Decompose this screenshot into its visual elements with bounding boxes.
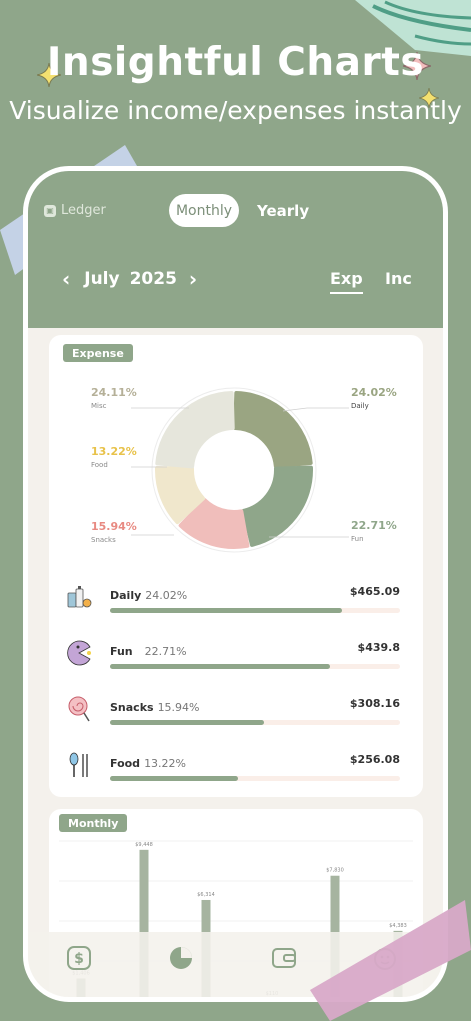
category-percent: 15.94% [157, 701, 200, 714]
grocery-icon [67, 586, 92, 608]
donut-label-food-name: Food [91, 461, 108, 469]
phone-frame: ▣ Ledger Monthly Yearly ‹ July 2025 › Ex… [23, 166, 448, 1002]
bar-data-label: $6,314 [197, 892, 215, 898]
logo-text: Ledger [61, 203, 106, 218]
donut-label-misc-name: Misc [91, 402, 107, 410]
leader-lines [131, 407, 349, 538]
bar-data-label: $9,448 [135, 842, 153, 848]
category-amount: $439.8 [357, 641, 400, 654]
category-name: Daily 24.02% [110, 589, 187, 602]
promo-subtitle: Visualize income/expenses instantly [9, 96, 462, 125]
category-amount: $465.09 [349, 585, 400, 598]
dollar-icon[interactable]: $ [66, 945, 92, 971]
bar[interactable] [139, 849, 149, 1001]
app-header: ▣ Ledger Monthly Yearly ‹ July 2025 › Ex… [28, 171, 443, 328]
svg-text:$: $ [74, 951, 84, 967]
app-logo: ▣ Ledger [44, 203, 106, 218]
promo-title: Insightful Charts [46, 40, 425, 85]
sparkle-icon [37, 63, 61, 87]
ledger-logo-icon: ▣ [44, 204, 56, 217]
donut-slice-daily[interactable] [233, 391, 313, 469]
tape-decoration [355, 0, 471, 56]
category-percent: 13.22% [144, 757, 187, 770]
donut-slice-food[interactable] [155, 466, 206, 525]
category-amount: $308.16 [349, 697, 400, 710]
donut-label-fun-percent: 22.71% [351, 519, 397, 532]
donut-label-daily-name: Daily [351, 402, 369, 410]
month-label: July [84, 269, 120, 289]
category-name: Snacks 15.94% [110, 701, 200, 714]
sparkle-icon [419, 88, 439, 108]
category-percent: 24.02% [145, 589, 188, 602]
category-row-fun[interactable]: Fun 22.71% $439.8 [65, 635, 405, 681]
progress-track [110, 776, 400, 781]
period-yearly-button[interactable]: Yearly [257, 201, 310, 220]
pacman-icon [67, 640, 91, 666]
category-row-food[interactable]: Food 13.22% $256.08 [65, 747, 405, 793]
sparkle-icon [403, 52, 431, 80]
utensils-icon [69, 752, 88, 777]
donut-label-snacks-name: Snacks [91, 536, 116, 544]
category-label: Daily [110, 589, 142, 602]
donut-label-fun-name: Fun [351, 535, 364, 543]
chevron-right-icon[interactable]: › [188, 267, 198, 291]
progress-fill [110, 776, 238, 781]
progress-fill [110, 664, 330, 669]
expense-card: Expense 24.11% Misc 13.22% Food 15.94% S… [49, 335, 423, 797]
wallet-icon[interactable] [271, 945, 297, 971]
category-row-snacks[interactable]: Snacks 15.94% $308.16 [65, 691, 405, 737]
period-monthly-button[interactable]: Monthly [169, 194, 239, 227]
expense-tag: Expense [63, 344, 133, 362]
tape-decoration [310, 900, 471, 1021]
progress-track [110, 664, 400, 669]
progress-track [110, 608, 400, 613]
bar-data-label: $7,830 [326, 868, 344, 874]
category-label: Food [110, 757, 141, 770]
donut-slice-fun[interactable] [241, 465, 313, 547]
category-name: Food 13.22% [110, 757, 186, 770]
donut-slice-snacks[interactable] [178, 498, 250, 549]
category-amount: $256.08 [349, 753, 400, 766]
progress-fill [110, 608, 343, 613]
monthly-tag: Monthly [59, 814, 128, 832]
category-label: Snacks [110, 701, 154, 714]
progress-track [110, 720, 400, 725]
bar[interactable] [268, 999, 277, 1001]
donut-label-food-percent: 13.22% [91, 445, 137, 458]
month-navigator: ‹ July 2025 › [56, 267, 203, 291]
category-name: Fun 22.71% [110, 645, 187, 658]
donut-slice-misc[interactable] [155, 391, 235, 469]
pie-chart-icon[interactable] [168, 945, 194, 971]
year-label: 2025 [129, 269, 177, 289]
tab-expense[interactable]: Exp [330, 269, 363, 294]
category-label: Fun [110, 645, 133, 658]
chevron-left-icon[interactable]: ‹ [62, 267, 71, 291]
progress-fill [110, 720, 265, 725]
category-percent: 22.71% [144, 645, 187, 658]
category-row-daily[interactable]: Daily 24.02% $465.09 [65, 579, 405, 625]
lollipop-icon [68, 696, 90, 722]
tab-income[interactable]: Inc [385, 269, 412, 288]
donut-label-misc-percent: 24.11% [91, 386, 137, 399]
donut-label-daily-percent: 24.02% [351, 386, 397, 399]
donut-label-snacks-percent: 15.94% [91, 520, 137, 533]
expense-donut-chart [151, 387, 317, 553]
bar-data-label: $4,383 [389, 923, 407, 929]
